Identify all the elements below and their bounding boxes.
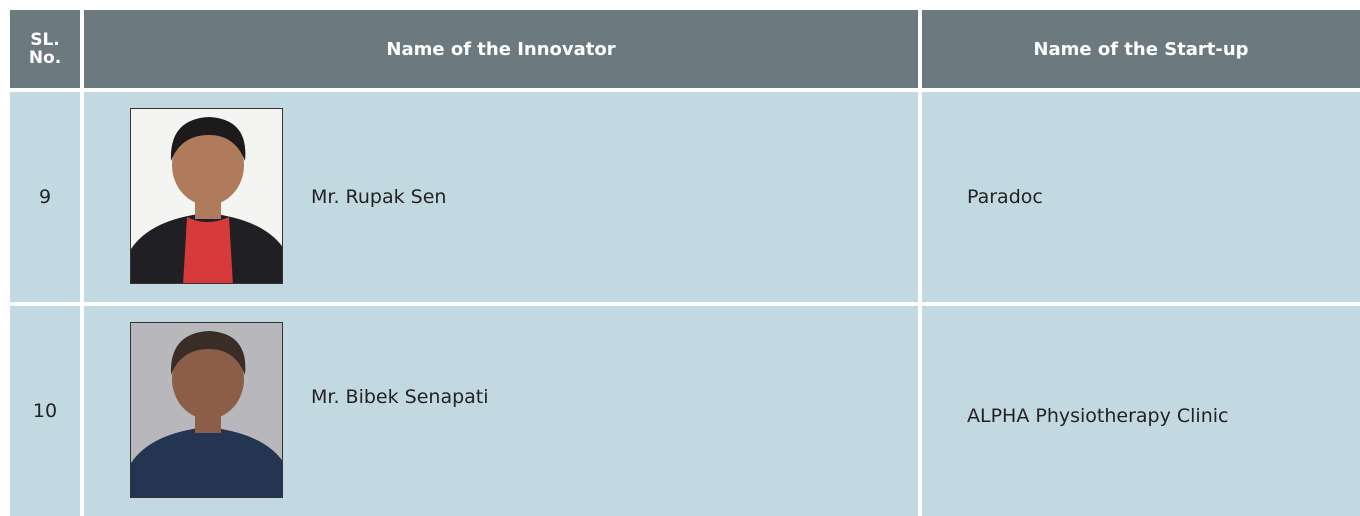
sl-number: 9 bbox=[10, 92, 80, 302]
startup-name: Paradoc bbox=[922, 92, 1360, 302]
innovator-photo bbox=[130, 108, 283, 284]
startup-name: ALPHA Physiotherapy Clinic bbox=[922, 306, 1360, 516]
innovator-header: Name of the Innovator bbox=[84, 10, 918, 88]
startup-header: Name of the Start-up bbox=[922, 10, 1360, 88]
innovator-photo bbox=[130, 322, 283, 498]
sl-number: 10 bbox=[10, 306, 80, 516]
sl-header: SL. No. bbox=[10, 10, 80, 88]
